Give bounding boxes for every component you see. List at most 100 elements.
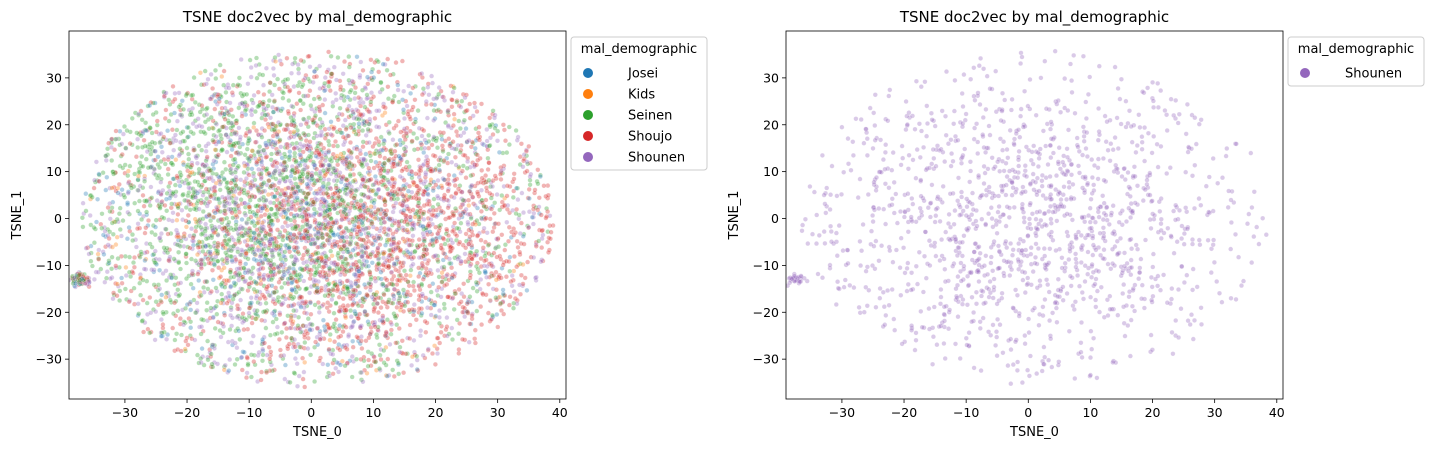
point-shoujo — [368, 176, 374, 182]
point-shounen — [292, 337, 298, 343]
point-shounen — [171, 147, 177, 153]
point-seinen — [232, 169, 238, 175]
point-josei — [425, 191, 431, 197]
point-seinen — [161, 245, 167, 251]
point-josei — [142, 258, 148, 264]
point-shoujo — [356, 315, 362, 321]
point-shoujo — [416, 306, 422, 312]
point-shoujo — [478, 208, 484, 214]
point-shounen — [202, 163, 208, 169]
point-shounen — [245, 81, 251, 87]
point-seinen — [172, 182, 178, 188]
point-shounen — [256, 267, 262, 273]
point-seinen — [309, 322, 315, 328]
point-shoujo — [503, 274, 509, 280]
point-seinen — [293, 158, 299, 164]
point-josei — [249, 166, 255, 172]
point-shoujo — [401, 186, 407, 192]
point-seinen — [198, 331, 204, 337]
point-seinen — [134, 130, 140, 136]
point-shounen — [320, 162, 326, 168]
point-shoujo — [141, 329, 147, 335]
point-shoujo — [419, 92, 425, 98]
point-shounen — [406, 83, 412, 89]
point-shoujo — [514, 238, 520, 244]
point-shoujo — [402, 136, 408, 142]
point-shoujo — [338, 224, 344, 230]
point-seinen — [151, 282, 157, 288]
point-shoujo — [318, 287, 324, 293]
point-shounen — [222, 105, 228, 111]
point-seinen — [196, 143, 202, 149]
point-seinen — [165, 250, 171, 256]
point-kids — [123, 264, 129, 270]
point-kids — [432, 343, 438, 349]
point-seinen — [105, 146, 111, 152]
point-shoujo — [466, 197, 472, 203]
point-seinen — [296, 314, 302, 320]
point-shoujo — [393, 267, 399, 273]
point-shoujo — [119, 280, 125, 286]
point-shoujo — [251, 359, 257, 365]
point-shoujo — [472, 336, 478, 342]
point-shounen — [267, 293, 273, 299]
point-shoujo — [241, 327, 247, 333]
point-shoujo — [393, 60, 399, 66]
point-seinen — [91, 240, 97, 246]
point-seinen — [180, 106, 186, 112]
point-shoujo — [259, 317, 265, 323]
point-shounen — [198, 261, 204, 267]
point-shounen — [253, 63, 259, 69]
point-shoujo — [427, 283, 433, 289]
point-shounen — [404, 203, 410, 209]
point-seinen — [129, 115, 135, 121]
point-shounen — [352, 272, 358, 278]
point-shounen — [307, 290, 313, 296]
point-kids — [221, 265, 227, 271]
point-shounen — [181, 243, 187, 249]
point-seinen — [191, 75, 197, 81]
point-seinen — [157, 140, 163, 146]
point-shounen — [318, 202, 324, 208]
point-shoujo — [518, 291, 524, 297]
point-seinen — [224, 241, 230, 247]
point-shounen — [348, 314, 354, 320]
point-shounen — [248, 184, 254, 190]
point-shoujo — [512, 296, 518, 302]
point-seinen — [277, 252, 283, 258]
point-seinen — [183, 93, 189, 99]
point-seinen — [334, 114, 340, 120]
point-seinen — [303, 286, 309, 292]
point-shoujo — [525, 259, 531, 265]
point-seinen — [155, 161, 161, 167]
point-shounen — [152, 337, 158, 343]
point-seinen — [326, 83, 332, 89]
point-seinen — [178, 172, 184, 178]
point-shounen — [408, 263, 414, 269]
point-shoujo — [357, 311, 363, 317]
point-seinen — [140, 163, 146, 169]
point-shounen — [445, 122, 451, 128]
point-seinen — [487, 122, 493, 128]
point-kids — [369, 188, 375, 194]
point-shounen — [271, 296, 277, 302]
point-shounen — [322, 217, 328, 223]
point-shoujo — [393, 123, 399, 129]
point-shoujo — [177, 316, 183, 322]
point-shoujo — [172, 300, 178, 306]
point-seinen — [241, 169, 247, 175]
point-shounen — [289, 103, 295, 109]
point-seinen — [384, 317, 390, 323]
point-seinen — [109, 254, 115, 260]
point-seinen — [109, 157, 115, 163]
point-shounen — [307, 64, 313, 70]
point-seinen — [346, 54, 352, 60]
point-kids — [410, 354, 416, 360]
point-shounen — [436, 314, 442, 320]
point-seinen — [282, 249, 288, 255]
point-josei — [325, 362, 331, 368]
point-shoujo — [514, 264, 520, 270]
point-shounen — [340, 123, 346, 129]
point-seinen — [447, 260, 453, 266]
point-shoujo — [544, 214, 550, 220]
